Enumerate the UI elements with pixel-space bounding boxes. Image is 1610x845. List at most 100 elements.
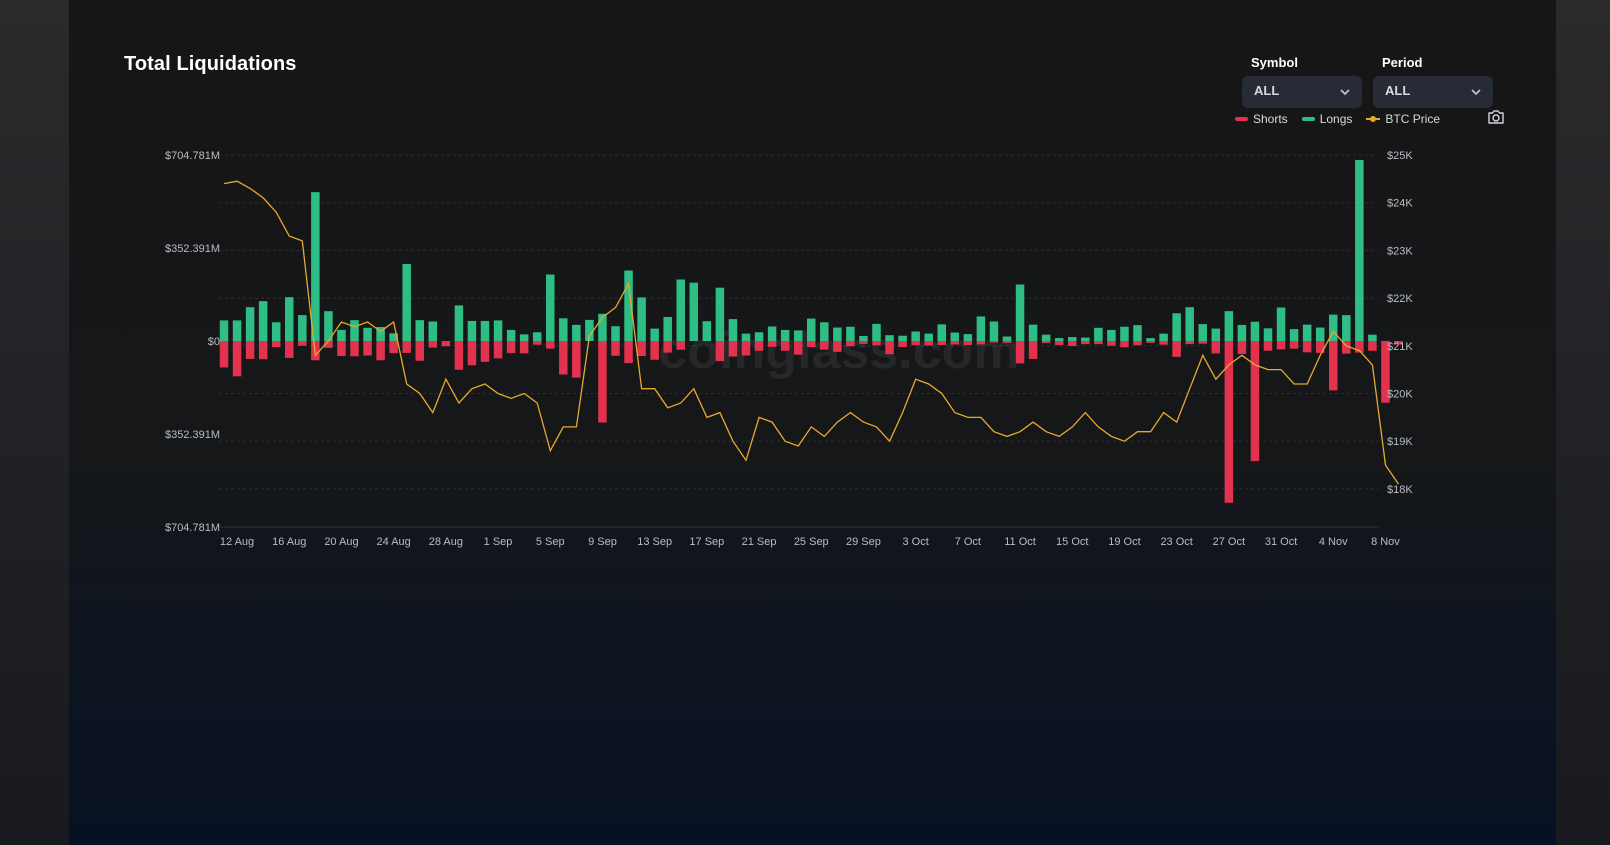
short-bar	[754, 341, 764, 351]
x-tick-label: 8 Nov	[1371, 536, 1400, 548]
long-bar	[767, 326, 777, 341]
short-bar	[637, 341, 646, 357]
x-axis: 12 Aug 16 Aug 20 Aug 24 Aug 28 Aug 1 Sep 5 Sep…	[220, 536, 1400, 548]
short-bar	[428, 341, 438, 348]
long-bar	[793, 330, 803, 341]
legend-longs-swatch	[1301, 117, 1315, 121]
short-bar	[232, 341, 242, 377]
long-bar	[963, 334, 973, 341]
long-bar	[807, 318, 816, 341]
long-bar	[754, 332, 764, 341]
short-bar	[415, 341, 424, 361]
long-bar	[859, 335, 868, 341]
legend-shorts[interactable]: Shorts	[1235, 112, 1288, 126]
x-tick-label: 23 Oct	[1160, 536, 1192, 548]
long-bar	[389, 333, 398, 341]
short-bar	[1315, 341, 1325, 353]
long-bar	[258, 301, 268, 341]
short-bar	[1368, 341, 1377, 351]
y-right-tick-label: $18K	[1387, 484, 1413, 496]
short-bar	[846, 341, 855, 347]
short-bar	[898, 341, 907, 348]
x-tick-label: 31 Oct	[1265, 536, 1297, 548]
long-bar	[1368, 334, 1377, 341]
x-tick-label: 9 Sep	[588, 536, 617, 548]
long-bar	[1342, 315, 1351, 341]
chevron-down-icon	[1471, 89, 1481, 96]
short-bar	[728, 341, 738, 357]
y-left-tick-label: $0	[208, 336, 220, 348]
legend-longs[interactable]: Longs	[1301, 112, 1353, 126]
long-bar	[833, 327, 842, 341]
short-bar	[285, 341, 294, 358]
short-bar	[1172, 341, 1181, 357]
long-bar	[1289, 329, 1299, 341]
short-bar	[1381, 341, 1390, 403]
long-bar	[311, 192, 320, 341]
long-bar	[1028, 324, 1038, 341]
x-tick-label: 21 Sep	[742, 536, 777, 548]
short-bar	[454, 341, 464, 370]
short-bar	[389, 341, 398, 354]
period-select[interactable]: ALL	[1373, 76, 1493, 108]
short-bar	[976, 341, 986, 345]
short-bar	[1224, 341, 1234, 503]
short-bar	[820, 341, 829, 350]
short-bar	[780, 341, 790, 351]
x-tick-label: 7 Oct	[955, 536, 981, 548]
short-bar	[1120, 341, 1129, 348]
long-bar	[650, 328, 659, 341]
legend-btc-swatch	[1366, 116, 1381, 122]
short-bar	[924, 341, 933, 346]
short-bar	[1394, 341, 1403, 345]
long-bar	[663, 316, 672, 341]
short-bar	[506, 341, 516, 354]
legend-btc-price[interactable]: BTC Price	[1366, 112, 1440, 126]
long-bar	[1355, 159, 1364, 341]
short-bar	[1211, 341, 1221, 354]
y-right-tick-label: $24K	[1387, 198, 1413, 210]
short-bar	[793, 341, 803, 355]
short-bar	[1329, 341, 1338, 391]
liquidations-chart: coinglass.com $704.781M$352.391M$0$352.3…	[165, 150, 1413, 548]
symbol-select[interactable]: ALL	[1242, 76, 1362, 108]
legend-btc-label: BTC Price	[1385, 112, 1441, 126]
short-bar	[258, 341, 268, 360]
long-bar	[1015, 284, 1025, 341]
chart-legend: Shorts Longs BTC Price	[1235, 112, 1440, 126]
long-bar	[611, 326, 620, 341]
short-bar	[624, 341, 633, 364]
short-bar	[350, 341, 359, 357]
short-bar	[1028, 341, 1038, 359]
long-bar	[298, 315, 307, 341]
long-bar	[219, 320, 229, 341]
short-bar	[807, 341, 816, 348]
y-right-tick-label: $21K	[1387, 341, 1413, 353]
x-tick-label: 16 Aug	[272, 536, 306, 548]
short-bar	[1342, 341, 1351, 354]
camera-icon[interactable]	[1487, 109, 1505, 125]
long-bar	[846, 326, 855, 341]
long-bar	[350, 320, 359, 341]
short-bar	[467, 341, 477, 366]
short-bar	[1081, 341, 1090, 345]
chevron-down-icon	[1340, 89, 1350, 96]
y-right-tick-label: $19K	[1387, 436, 1413, 448]
x-tick-label: 25 Sep	[794, 536, 829, 548]
short-bar	[441, 341, 451, 347]
background-left	[0, 0, 69, 845]
short-bar	[872, 341, 881, 346]
legend-longs-label: Longs	[1319, 112, 1353, 126]
long-bar	[532, 332, 542, 341]
long-bar	[454, 305, 464, 341]
x-tick-label: 11 Oct	[1004, 536, 1036, 548]
short-bar	[572, 341, 581, 378]
short-bar	[885, 341, 894, 355]
short-bar	[650, 341, 659, 360]
long-bar	[506, 329, 516, 341]
long-bar	[1224, 311, 1234, 341]
long-bar	[402, 263, 411, 341]
short-bar	[1068, 341, 1077, 347]
short-bar	[1289, 341, 1299, 349]
long-bar	[1250, 321, 1260, 341]
